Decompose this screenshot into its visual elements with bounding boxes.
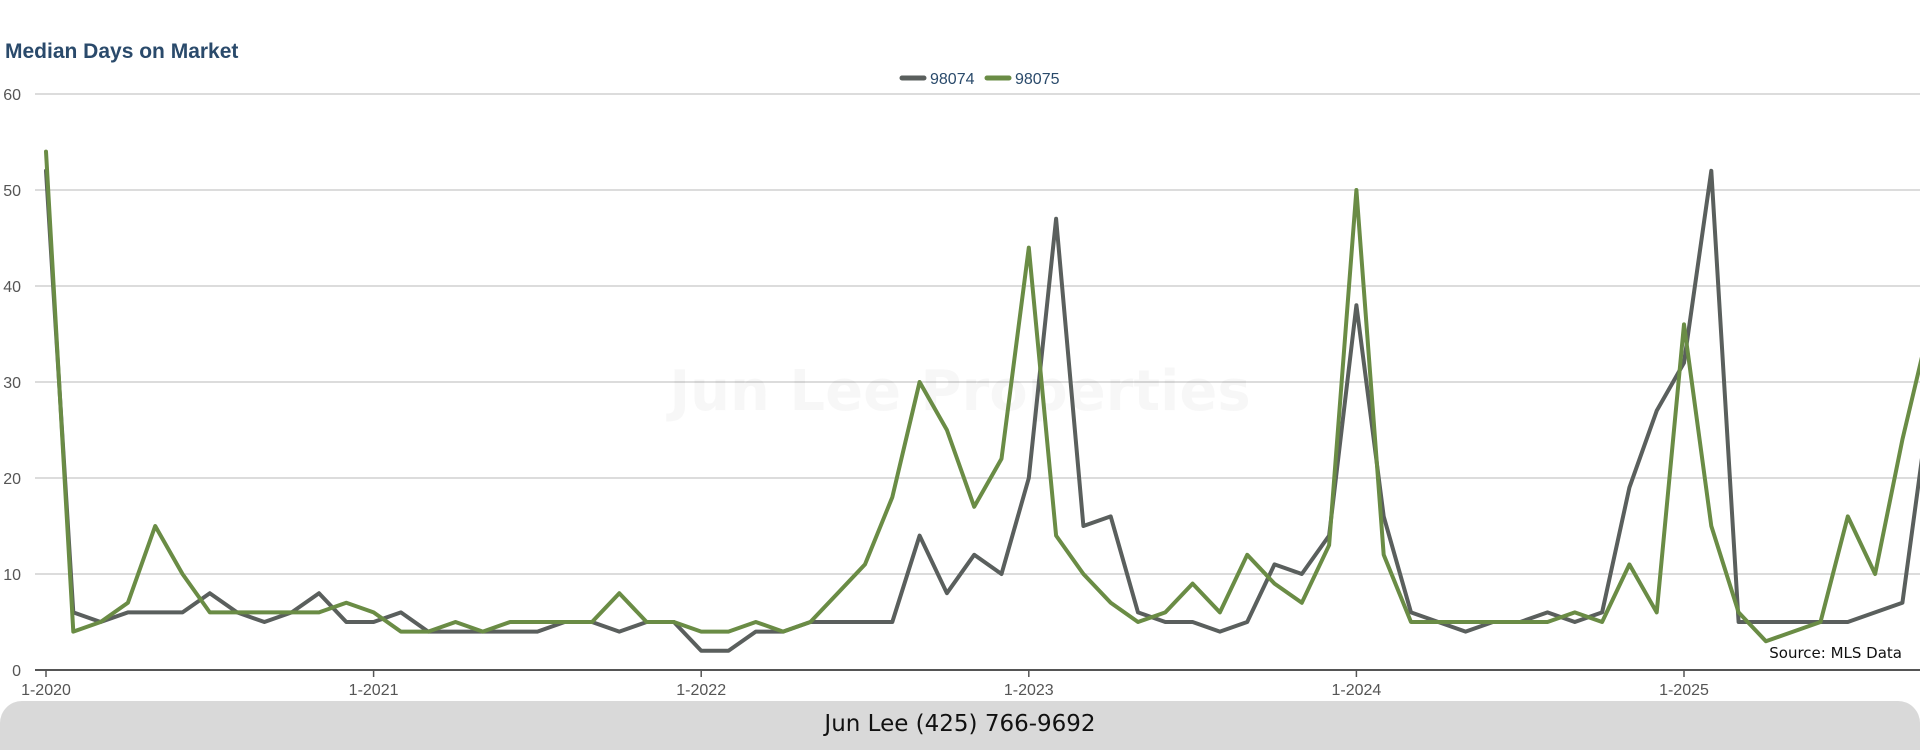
footer-contact: Jun Lee (425) 766-9692 [824,711,1096,737]
legend-label: 98074 [930,71,975,88]
footer-bar: Jun Lee (425) 766-9692 [0,701,1920,750]
series-line-98074 [44,168,1920,653]
x-tick-label: 1-2020 [21,682,71,699]
grid-lines [35,93,1920,671]
x-tick-label: 1-2023 [1004,682,1054,699]
y-tick-label: 20 [3,471,21,488]
y-tick-label: 60 [3,87,21,104]
x-axis-ticks: 1-2020 1-2021 1-2022 1-2023 1-2024 1-2025 [21,670,1709,699]
x-tick-label: 1-2022 [676,682,726,699]
legend: 98074 98075 [899,71,1060,88]
y-tick-label: 0 [12,663,21,680]
x-tick-label: 1-2025 [1659,682,1709,699]
y-tick-label: 30 [3,375,21,392]
y-tick-label: 40 [3,279,21,296]
series-lines [44,149,1920,653]
legend-label: 98075 [1015,71,1060,88]
x-tick-label: 1-2024 [1331,682,1381,699]
source-label: Source: MLS Data [1769,644,1902,662]
x-tick-label: 1-2021 [349,682,399,699]
y-tick-label: 10 [3,567,21,584]
watermark: Jun Lee Properties [665,359,1250,424]
y-axis-ticks: 0 10 20 30 40 50 60 [3,87,21,680]
y-tick-label: 50 [3,183,21,200]
chart-title: Median Days on Market [5,40,239,63]
series-line-98075 [44,149,1920,644]
